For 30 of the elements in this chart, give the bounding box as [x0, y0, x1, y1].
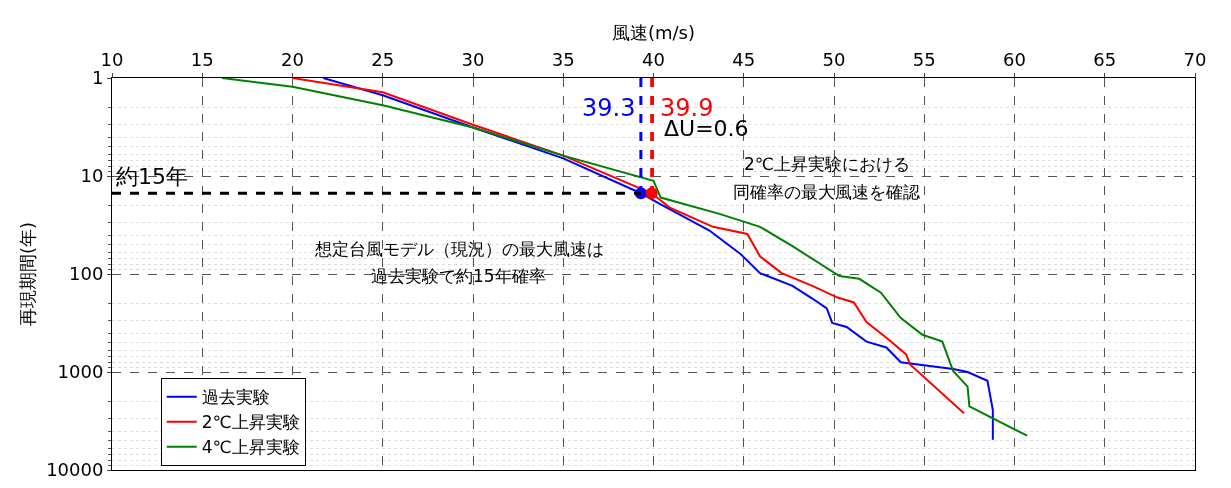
annotation: 過去実験で約15年確率	[371, 266, 546, 286]
y-tick-label: 100	[69, 263, 104, 285]
x-tick-label: 20	[281, 48, 304, 70]
y-tick-label: 1000	[57, 361, 104, 383]
ref-line-label: 39.3	[582, 94, 636, 122]
x-tick-label: 70	[1183, 48, 1207, 70]
x-tick-label: 65	[1093, 48, 1117, 70]
legend-label: 過去実験	[201, 387, 270, 408]
annotation: 2℃上昇実験における	[744, 154, 910, 174]
y-tick-label: 10	[80, 165, 104, 187]
x-tick-label: 50	[822, 48, 846, 70]
x-tick-label: 45	[732, 48, 756, 70]
y-tick-label: 10000	[46, 459, 104, 481]
annotation: ΔU=0.6	[664, 116, 749, 141]
x-tick-label: 25	[371, 48, 395, 70]
annotation: 同確率の最大風速を確認	[733, 182, 920, 202]
x-axis-title: 風速(m/s)	[611, 22, 696, 43]
x-tick-label: 55	[912, 48, 936, 70]
legend-label: 4℃上昇実験	[201, 437, 300, 458]
y-axis-title: 再現期間(年)	[17, 221, 39, 327]
x-tick-label: 10	[100, 48, 124, 70]
x-tick-label: 40	[642, 48, 665, 70]
x-tick-label: 15	[190, 48, 214, 70]
x-tick-label: 35	[551, 48, 575, 70]
x-tick-label: 30	[461, 48, 485, 70]
ref-line-label: 約15年	[116, 164, 188, 189]
legend-label: 2℃上昇実験	[201, 412, 300, 433]
x-tick-label: 60	[1003, 48, 1026, 70]
y-tick-label: 1	[91, 67, 104, 89]
annotation: 想定台風モデル（現況）の最大風速は	[314, 239, 604, 259]
